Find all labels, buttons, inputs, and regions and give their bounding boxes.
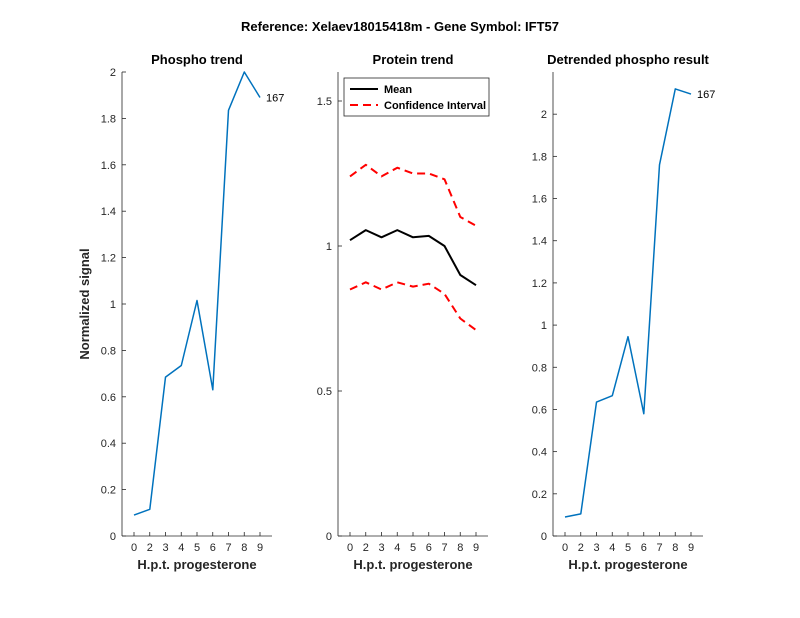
x-tick-label: 7 [441,542,447,554]
legend-entry: Mean [384,84,412,96]
x-tick-label: 9 [473,542,479,554]
y-tick-label: 1.5 [317,96,332,108]
panel-title: Phospho trend [151,52,243,67]
panel-3: 00.20.40.60.811.21.41.61.820 2 3 4 5 6 7 8 9Detr… [532,52,716,572]
x-axis-label: H.p.t. progesterone [353,557,472,572]
y-axis-label: Normalized signal [77,248,92,359]
y-tick-label: 0.6 [101,392,116,404]
series-line-1 [133,71,261,516]
x-tick-label: 8 [241,542,247,554]
y-tick-label: 0 [110,531,116,543]
x-tick-label: 0 [562,542,568,554]
y-tick-label: 0.4 [532,447,547,459]
x-tick-label: 3 [593,542,599,554]
x-tick-label: 5 [194,542,200,554]
x-tick-label: 8 [457,542,463,554]
y-tick-label: 1.6 [101,160,116,172]
y-tick-label: 0.6 [532,404,547,416]
series-line-1 [349,229,477,287]
series-line-1 [564,88,692,518]
x-tick-label: 3 [162,542,168,554]
x-tick-label: 4 [609,542,615,554]
y-tick-label: 1.6 [532,194,547,206]
y-tick-label: 1.8 [101,113,116,125]
y-tick-label: 0.2 [101,485,116,497]
x-tick-label: 2 [363,542,369,554]
y-tick-label: 1.2 [101,253,116,265]
y-tick-label: 0.2 [532,489,547,501]
y-tick-label: 1 [541,320,547,332]
x-tick-label: 2 [147,542,153,554]
x-tick-label: 6 [641,542,647,554]
series-line-3 [349,281,477,331]
panel-title: Detrended phospho result [547,52,709,67]
y-tick-label: 1 [110,299,116,311]
y-tick-label: 0.4 [101,438,116,450]
x-axis-label: H.p.t. progesterone [568,557,687,572]
x-tick-label: 9 [688,542,694,554]
panels: 00.20.40.60.811.21.41.61.820 2 3 4 5 6 7 8 9Phos… [77,52,715,572]
y-tick-label: 0 [326,531,332,543]
x-tick-label: 4 [178,542,184,554]
series-line-2 [349,163,477,227]
x-tick-label: 8 [672,542,678,554]
x-tick-label: 6 [426,542,432,554]
x-axis-label: H.p.t. progesterone [137,557,256,572]
panel-title: Protein trend [373,52,454,67]
y-tick-label: 2 [110,67,116,79]
x-tick-label: 6 [210,542,216,554]
y-tick-label: 1.4 [532,236,547,248]
x-tick-label: 4 [394,542,400,554]
legend-entry: Confidence Interval [384,100,486,112]
x-tick-label: 7 [225,542,231,554]
y-tick-label: 0.5 [317,386,332,398]
legend: Mean Confidence Interval [343,77,490,117]
y-tick-label: 0.8 [101,345,116,357]
x-tick-label: 0 [131,542,137,554]
legend-box [343,77,490,117]
y-tick-label: 0 [541,531,547,543]
y-tick-label: 1 [326,241,332,253]
x-tick-label: 9 [257,542,263,554]
panel-1: 00.20.40.60.811.21.41.61.820 2 3 4 5 6 7 8 9Phos… [77,52,284,572]
y-tick-label: 1.8 [532,151,547,163]
figure-title: Reference: Xelaev18015418m - Gene Symbol… [241,19,559,34]
x-tick-label: 0 [347,542,353,554]
x-tick-label: 7 [656,542,662,554]
y-tick-label: 2 [541,109,547,121]
x-tick-label: 5 [410,542,416,554]
series-annotation: 167 [266,93,284,105]
y-tick-label: 1.4 [101,206,116,218]
x-tick-label: 2 [578,542,584,554]
y-tick-label: 0.8 [532,362,547,374]
series-annotation: 167 [697,89,715,101]
y-tick-label: 1.2 [532,278,547,290]
x-tick-label: 5 [625,542,631,554]
x-tick-label: 3 [378,542,384,554]
